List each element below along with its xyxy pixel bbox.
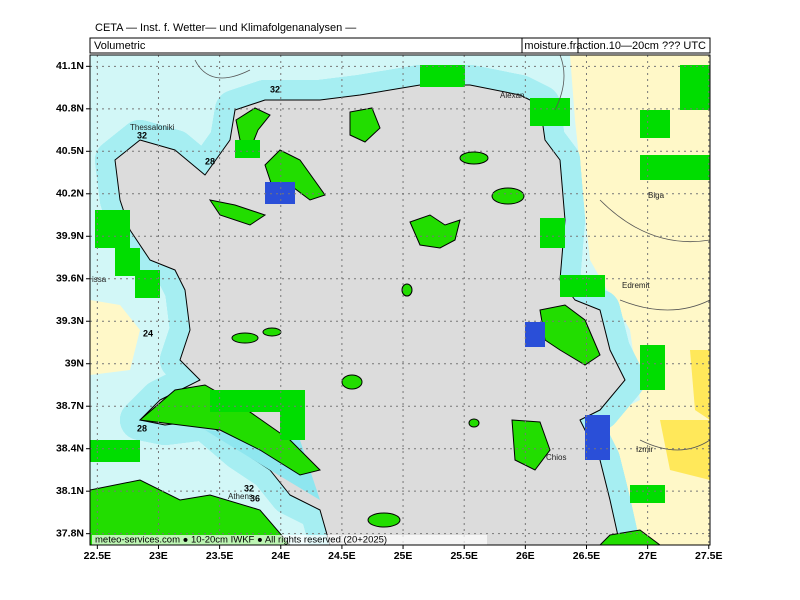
andros xyxy=(367,512,401,528)
skopelos xyxy=(262,327,282,337)
block xyxy=(680,65,710,110)
imbros xyxy=(491,187,525,205)
block xyxy=(210,390,305,412)
peninsula xyxy=(208,199,267,226)
euboea xyxy=(138,384,321,476)
block xyxy=(420,65,465,87)
lon-tick-label: 24E xyxy=(271,550,290,562)
lat-tick-label: 38.7N xyxy=(56,400,84,412)
lon-tick-label: 22.5E xyxy=(84,550,111,562)
contour-label: 24 xyxy=(143,328,153,338)
header-right-suffix: .10—20cm ??? UTC xyxy=(606,40,706,52)
map: Thessaloniki Alexan Biga Edremit issa La… xyxy=(68,55,710,546)
lat-tick-label: 41.1N xyxy=(56,60,84,72)
contour-label: 28 xyxy=(137,423,147,433)
contour-label: 32 xyxy=(137,130,147,140)
lat-tick-label: 40.5N xyxy=(56,145,84,157)
coast xyxy=(599,529,661,545)
place-label: Edremit xyxy=(622,281,650,290)
footer-bg xyxy=(92,535,487,545)
lesbos xyxy=(539,304,601,366)
lat-tick-label: 38.4N xyxy=(56,442,84,454)
lon-tick-label: 23E xyxy=(149,550,168,562)
lon-tick-label: 23.5E xyxy=(206,550,233,562)
header-right: moisture.fraction.10—20cm ??? UTC xyxy=(524,40,706,52)
block-wet xyxy=(585,415,610,460)
lon-tick-label: 24.5E xyxy=(328,550,355,562)
lon-tick-label: 26.5E xyxy=(573,550,600,562)
chios xyxy=(511,419,551,471)
contour-label: 32 xyxy=(244,483,254,493)
place-label: Thessaloniki xyxy=(130,123,175,132)
lon-tick-label: 27.5E xyxy=(695,550,722,562)
place-label: Athens xyxy=(228,492,253,501)
header-right-boxed: fraction xyxy=(570,40,606,52)
lat-tick-label: 40.8N xyxy=(56,103,84,115)
lat-tick-label: 39.6N xyxy=(56,273,84,285)
place-label: Izmir xyxy=(636,445,654,454)
thasos xyxy=(349,107,381,143)
psara xyxy=(468,418,480,428)
block xyxy=(135,270,160,298)
block xyxy=(280,410,305,440)
contour-label: 28 xyxy=(205,156,215,166)
contour-label: 32 xyxy=(270,84,280,94)
dry-area xyxy=(690,350,710,420)
lat-tick-label: 38.1N xyxy=(56,485,84,497)
lat-tick-label: 37.8N xyxy=(56,527,84,539)
samothrace xyxy=(459,151,489,165)
lat-tick-label: 40.2N xyxy=(56,188,84,200)
header-box xyxy=(89,37,711,54)
green-blocks xyxy=(90,65,710,503)
ag-efstratios xyxy=(401,283,413,297)
lat-tick-label: 39N xyxy=(65,358,84,370)
skiathos xyxy=(231,332,259,344)
contour-label: 36 xyxy=(250,493,260,503)
lemnos xyxy=(409,214,461,249)
footer: meteo-services.com ● 10-20cm IWKF ● All … xyxy=(95,535,387,546)
skyros xyxy=(341,374,363,390)
block xyxy=(90,440,140,462)
header-title: CETA — Inst. f. Wetter— und Klimafolgena… xyxy=(95,22,356,34)
block xyxy=(640,155,710,180)
dry-area xyxy=(660,420,710,480)
block xyxy=(95,210,130,248)
borders xyxy=(194,55,710,451)
lon-tick-label: 27E xyxy=(638,550,657,562)
block xyxy=(560,275,605,297)
place-label: Lamia xyxy=(68,377,90,386)
map-frame xyxy=(89,54,711,546)
header-right-prefix: moisture. xyxy=(524,40,569,52)
block-wet xyxy=(265,182,295,204)
grid xyxy=(90,55,710,545)
fraction-box xyxy=(521,37,579,54)
block xyxy=(235,140,260,158)
lat-tick-label: 39.9N xyxy=(56,230,84,242)
lon-tick-label: 25.5E xyxy=(450,550,477,562)
block xyxy=(640,110,670,138)
place-label: Chios xyxy=(546,453,566,462)
place-label: Alexan xyxy=(500,91,524,100)
lon-tick-label: 25E xyxy=(394,550,413,562)
header-left: Volumetric xyxy=(94,40,146,52)
lat-tick-label: 39.3N xyxy=(56,315,84,327)
land-yellow xyxy=(90,300,140,375)
lon-tick-label: 26E xyxy=(516,550,535,562)
place-label: Biga xyxy=(648,191,665,200)
block xyxy=(640,345,665,390)
block-wet xyxy=(525,322,545,347)
attica xyxy=(90,479,291,545)
place-label: issa xyxy=(92,275,107,284)
block xyxy=(530,98,570,126)
block xyxy=(540,218,565,248)
